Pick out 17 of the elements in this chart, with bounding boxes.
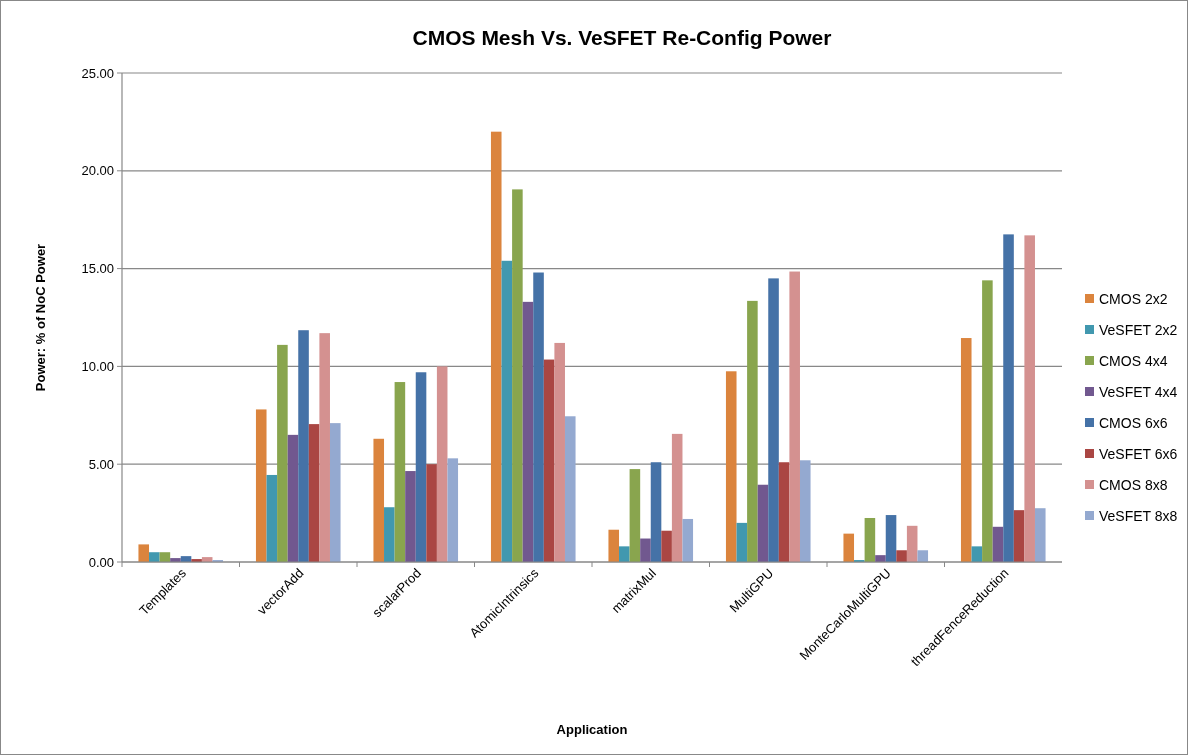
legend-label: VeSFET 8x8 bbox=[1099, 507, 1178, 524]
y-tick-label: 10.00 bbox=[81, 358, 114, 374]
chart-title: CMOS Mesh Vs. VeSFET Re-Config Power bbox=[412, 26, 832, 49]
legend-label: VeSFET 4x4 bbox=[1099, 383, 1178, 400]
y-tick-label: 15.00 bbox=[81, 261, 114, 277]
legend-label: VeSFET 6x6 bbox=[1099, 445, 1178, 462]
y-tick-label: 25.00 bbox=[81, 65, 114, 81]
legend-label: CMOS 6x6 bbox=[1099, 414, 1168, 431]
y-tick-label: 0.00 bbox=[88, 554, 114, 570]
y-axis-title: Power: % of NoC Power bbox=[33, 243, 48, 392]
x-axis-title: Application bbox=[556, 722, 628, 737]
legend-label: CMOS 8x8 bbox=[1099, 476, 1168, 493]
y-tick-label: 5.00 bbox=[88, 456, 114, 472]
legend-label: CMOS 4x4 bbox=[1099, 352, 1168, 369]
y-tick-label: 20.00 bbox=[81, 163, 114, 179]
legend-label: VeSFET 2x2 bbox=[1099, 321, 1178, 338]
legend-label: CMOS 2x2 bbox=[1099, 290, 1168, 307]
